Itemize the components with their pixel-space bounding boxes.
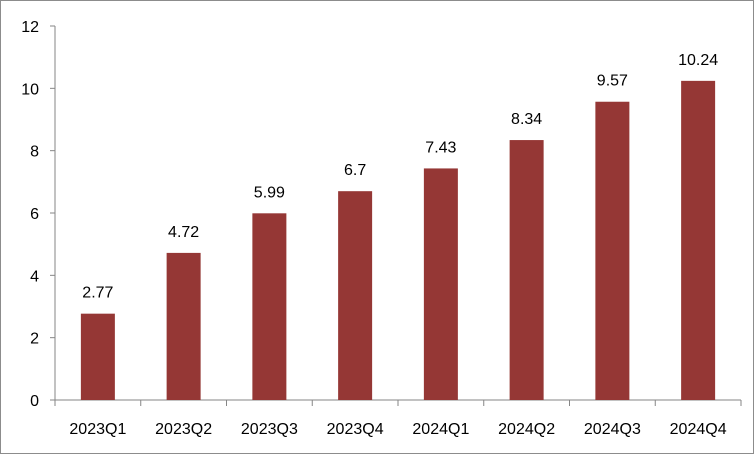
bar (423, 168, 458, 400)
y-tick-label: 8 (30, 144, 39, 161)
bar (681, 80, 716, 400)
x-tick-label: 2024Q2 (498, 421, 555, 438)
data-labels: 2.77 4.72 5.99 6.7 7.43 8.34 9.57 10.24 (82, 52, 718, 302)
data-label: 4.72 (168, 224, 199, 241)
y-tick-label: 4 (30, 268, 39, 285)
x-tick-label: 2023Q1 (69, 421, 126, 438)
x-tick-label: 2023Q3 (241, 421, 298, 438)
data-label: 9.57 (597, 73, 628, 90)
bar (166, 252, 201, 400)
data-label: 7.43 (425, 139, 456, 156)
bar (595, 101, 630, 401)
bar (80, 313, 115, 400)
bar-series (80, 80, 716, 401)
x-tick-label: 2024Q3 (584, 421, 641, 438)
x-tick-label: 2023Q4 (327, 421, 384, 438)
y-tick-label: 12 (21, 19, 39, 36)
data-label: 10.24 (678, 52, 718, 69)
bar (252, 213, 287, 400)
y-tick-label: 10 (21, 81, 39, 98)
data-label: 5.99 (254, 184, 285, 201)
y-tick-label: 6 (30, 206, 39, 223)
y-axis: 0 2 4 6 8 10 12 (21, 19, 56, 410)
data-label: 8.34 (511, 111, 542, 128)
bar (509, 140, 544, 400)
data-label: 6.7 (344, 162, 366, 179)
x-tick-label: 2023Q2 (155, 421, 212, 438)
data-label: 2.77 (82, 285, 113, 302)
bar (338, 191, 373, 400)
y-tick-label: 2 (30, 331, 39, 348)
x-tick-label: 2024Q4 (670, 421, 727, 438)
x-tick-label: 2024Q1 (412, 421, 469, 438)
x-axis: 2023Q1 2023Q2 2023Q3 2023Q4 2024Q1 2024Q2 2024… (54, 399, 742, 438)
y-tick-label: 0 (30, 393, 39, 410)
